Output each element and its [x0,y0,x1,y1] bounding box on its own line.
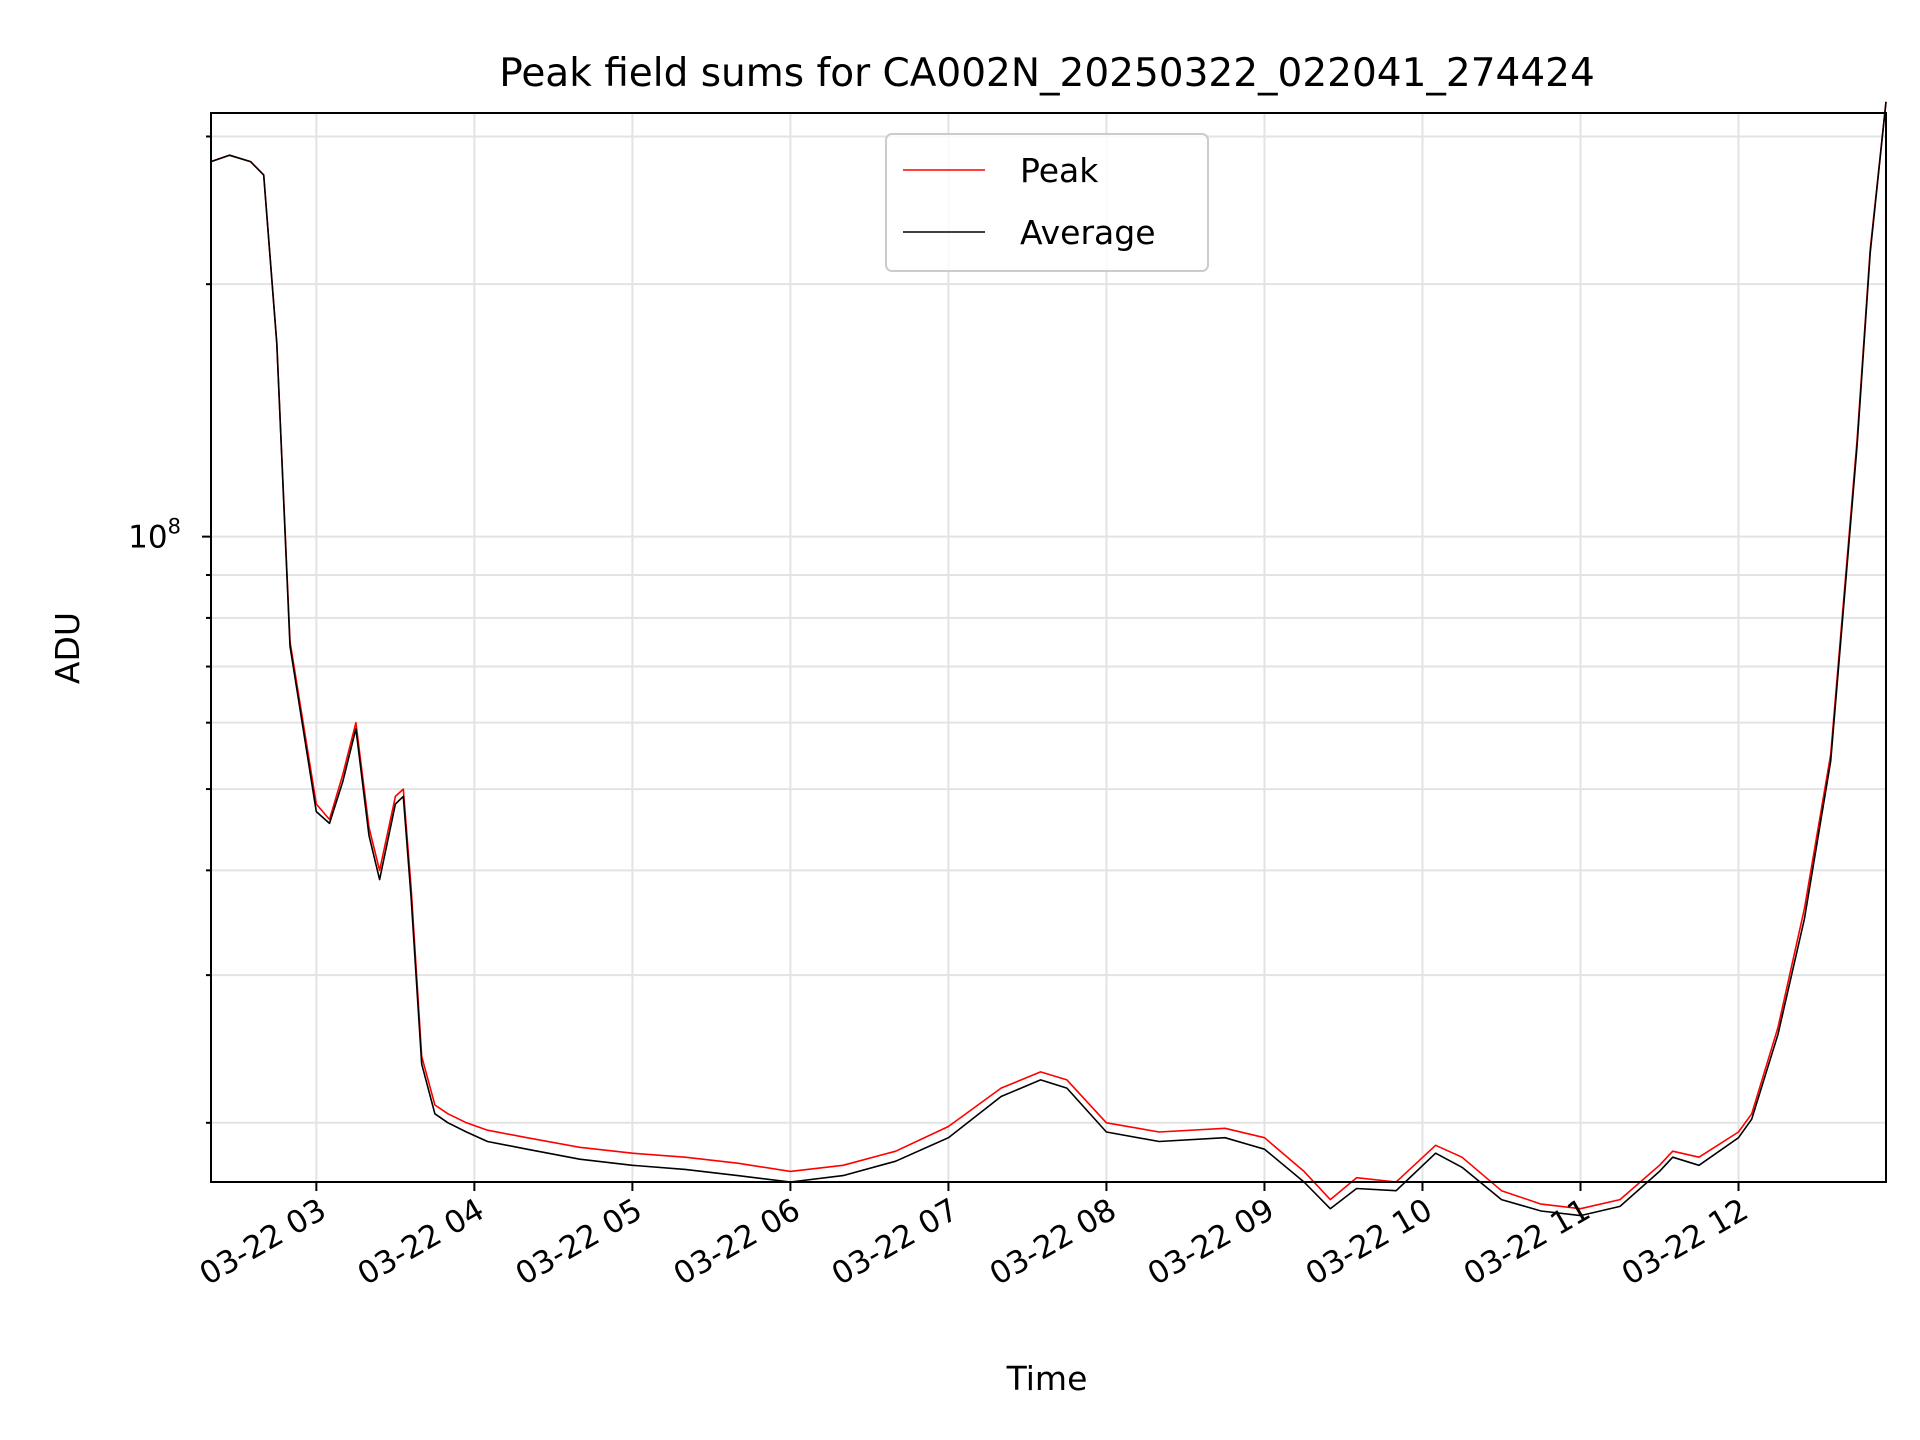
x-tick-label: 03-22 09 [1142,1192,1281,1293]
chart-title: Peak field sums for CA002N_20250322_0220… [499,51,1595,96]
legend-label-peak: Peak [1020,151,1099,190]
series-line-average [210,101,1887,1217]
grid [211,113,1886,1182]
series-line-peak [210,101,1887,1210]
x-tick-label: 03-22 08 [984,1192,1123,1293]
x-tick-label: 03-22 07 [826,1192,965,1293]
plot-frame [210,112,1887,1183]
legend-box [885,133,1209,272]
legend-label-average: Average [1020,213,1156,252]
x-tick-label: 03-22 06 [668,1192,807,1293]
y-axis-label: ADU [48,612,87,684]
legend: Peak Average [885,133,1209,272]
plot-area [210,101,1887,1217]
x-tick-label: 03-22 03 [194,1192,333,1293]
x-tick-label: 03-22 05 [510,1192,649,1293]
y-tick-label: 108 [128,515,181,556]
x-tick-label: 03-22 12 [1616,1192,1755,1293]
x-tick-label: 03-22 04 [352,1192,491,1293]
x-axis-label: Time [1006,1359,1088,1398]
x-tick-label: 03-22 10 [1300,1192,1439,1293]
